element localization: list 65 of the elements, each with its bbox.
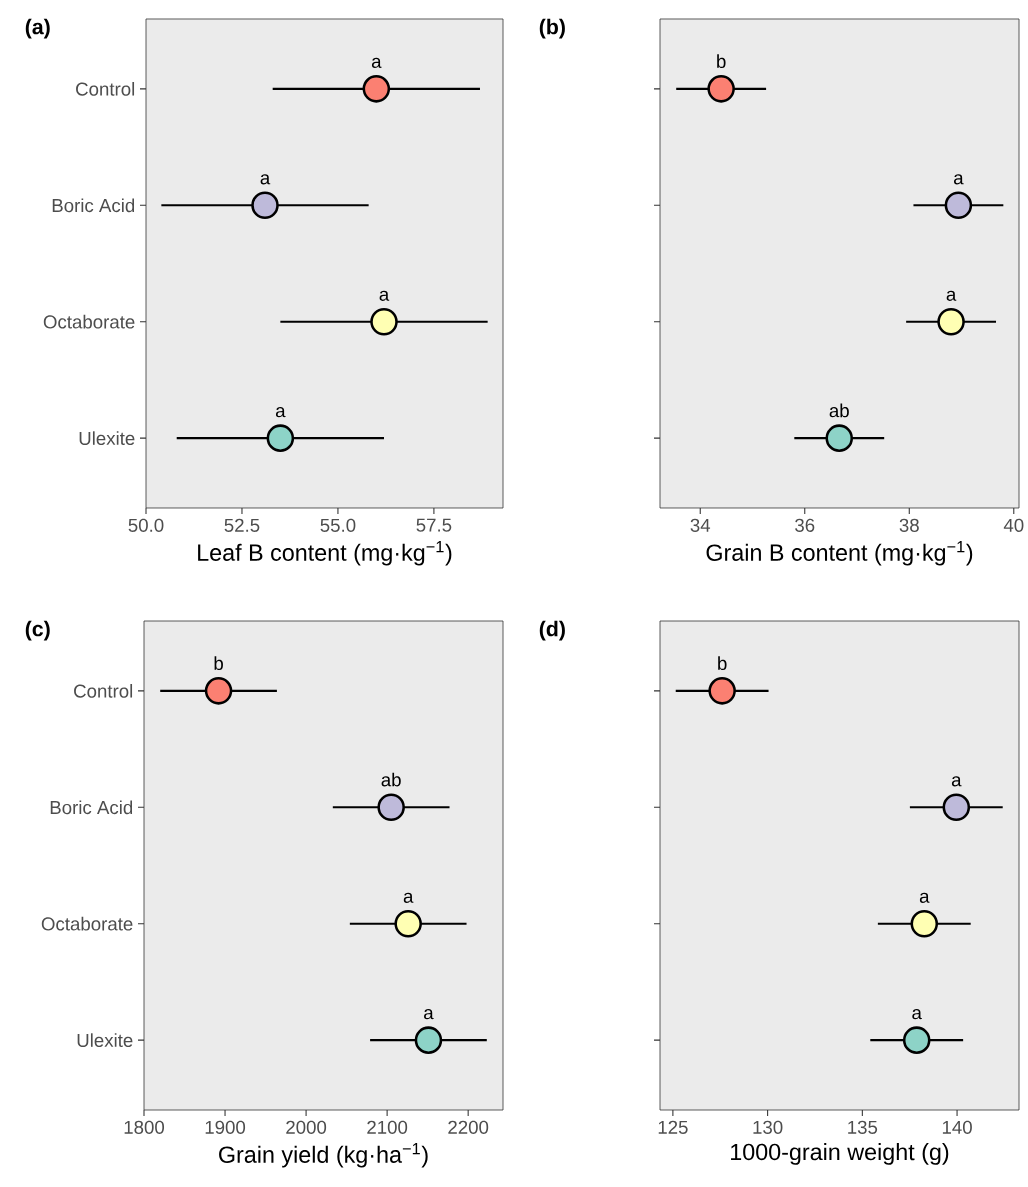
annotation: a <box>260 174 271 185</box>
y-tick-label: Control <box>76 82 135 96</box>
x-tick-label: 40 <box>1003 518 1024 532</box>
point <box>825 424 854 452</box>
annotation: a <box>403 892 414 903</box>
x-tick-label: 140 <box>942 1120 972 1134</box>
chart-title: (a) <box>25 18 50 39</box>
annotation: a <box>424 1009 434 1020</box>
x-tick-label: 55.0 <box>320 518 356 532</box>
annotation: a <box>912 1009 922 1020</box>
y-tick-label: Control <box>74 684 133 698</box>
point <box>204 677 233 705</box>
point <box>708 677 736 705</box>
point <box>266 424 295 452</box>
point <box>370 307 398 336</box>
x-tick-label: 50.0 <box>128 518 164 532</box>
point <box>944 191 973 220</box>
annotation: b <box>214 656 223 671</box>
annotation: a <box>919 892 930 903</box>
y-tick-label: Ulexite <box>77 1033 133 1048</box>
x-tick-label: 2200 <box>448 1120 489 1134</box>
point <box>414 1026 443 1054</box>
x-tick-label: 38 <box>899 518 919 532</box>
point <box>707 75 735 103</box>
chart-title: (c) <box>25 620 50 641</box>
x-tick-label: 2000 <box>286 1120 327 1134</box>
x-tick-label: 125 <box>658 1120 688 1134</box>
x-tick-label: 34 <box>690 518 711 532</box>
point <box>942 793 971 822</box>
x-tick-label: 57.5 <box>416 518 452 532</box>
point <box>251 191 279 220</box>
x-tick-label: 1900 <box>205 1120 246 1134</box>
chart-title: (d) <box>539 620 565 641</box>
y-tick-label: Boric Acid <box>50 800 133 815</box>
annotation: a <box>371 57 382 69</box>
y-tick-label: Octaborate <box>43 314 135 329</box>
annotation: a <box>379 290 390 301</box>
y-tick-label: Ulexite <box>79 431 135 445</box>
annotation: b <box>717 54 726 69</box>
annotation: a <box>954 174 964 185</box>
x-tick-label: 135 <box>848 1120 878 1134</box>
annotation: b <box>718 656 727 671</box>
annotation: ab <box>381 772 401 787</box>
point <box>910 909 939 938</box>
x-tick-label: 1800 <box>124 1120 165 1134</box>
x-tick-label: 2100 <box>367 1120 408 1134</box>
point <box>902 1026 931 1054</box>
annotation: a <box>946 290 957 301</box>
x-axis-title: Grain B content (mg·kg$^{−1}$) <box>706 541 973 566</box>
point <box>362 75 391 103</box>
x-axis-title: Leaf B content (mg·kg$^{−1}$) <box>198 541 452 566</box>
y-tick-label: Octaborate <box>41 916 133 931</box>
annotation: ab <box>829 403 849 418</box>
annotation: a <box>951 776 962 787</box>
y-tick-label: Boric Acid <box>52 198 135 213</box>
x-tick-label: 130 <box>753 1120 783 1134</box>
annotation: a <box>275 407 286 418</box>
point <box>937 307 965 336</box>
point <box>377 793 405 822</box>
point <box>394 909 422 938</box>
x-tick-label: 36 <box>795 518 815 532</box>
chart-title: (b) <box>539 18 565 39</box>
x-axis-title: 1000-grain weight (g) <box>731 1143 949 1165</box>
x-tick-label: 52.5 <box>224 518 260 532</box>
x-axis-title: Grain yield (kg·ha$^{−1}$) <box>219 1143 428 1168</box>
